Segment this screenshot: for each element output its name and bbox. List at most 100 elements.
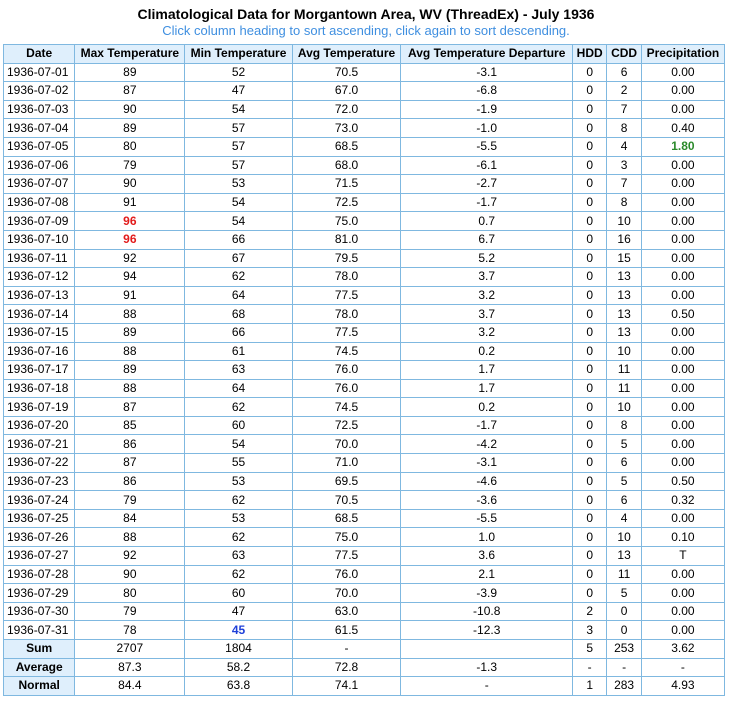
cell-avg-temperature-departure: 2.1 bbox=[400, 564, 573, 585]
table-row: 1936-07-17 89 63 76.0 1.7 0 11 0.00 bbox=[2, 360, 726, 380]
cell-precipitation: 0.32 bbox=[640, 490, 726, 510]
cell-precipitation: 0.00 bbox=[640, 564, 726, 585]
summary-label: Average bbox=[2, 657, 76, 678]
cell-min-temperature: 62 bbox=[184, 397, 293, 417]
cell-precipitation: 0.00 bbox=[640, 583, 726, 603]
cell-precipitation: 0.00 bbox=[640, 415, 726, 436]
cell-avg-temperature-departure: -5.5 bbox=[400, 136, 573, 157]
cell-precipitation: 0.00 bbox=[640, 360, 726, 380]
column-header-precipitation[interactable]: Precipitation bbox=[640, 44, 726, 64]
summary-cell-max-temperature: 87.3 bbox=[74, 657, 186, 678]
cell-hdd: 0 bbox=[571, 378, 608, 399]
table-row: 1936-07-31 78 45 61.5 -12.3 3 0 0.00 bbox=[2, 620, 726, 640]
cell-max-temperature: 88 bbox=[74, 378, 186, 399]
cell-cdd: 4 bbox=[606, 508, 642, 529]
column-header-date[interactable]: Date bbox=[2, 44, 76, 64]
cell-cdd: 15 bbox=[606, 248, 642, 269]
summary-cell-max-temperature: 2707 bbox=[74, 639, 186, 659]
cell-cdd: 7 bbox=[606, 99, 642, 120]
cell-date: 1936-07-05 bbox=[2, 136, 76, 157]
table-row: 1936-07-22 87 55 71.0 -3.1 0 6 0.00 bbox=[2, 453, 726, 473]
cell-max-temperature: 92 bbox=[74, 546, 186, 566]
table-row: 1936-07-14 88 68 78.0 3.7 0 13 0.50 bbox=[2, 304, 726, 324]
cell-min-temperature: 57 bbox=[184, 118, 293, 138]
cell-avg-temperature-departure: 3.2 bbox=[400, 322, 573, 343]
table-row: 1936-07-06 79 57 68.0 -6.1 0 3 0.00 bbox=[2, 155, 726, 176]
table-row: 1936-07-01 89 52 70.5 -3.1 0 6 0.00 bbox=[2, 62, 726, 83]
cell-min-temperature: 54 bbox=[184, 192, 293, 213]
cell-date: 1936-07-17 bbox=[2, 360, 76, 380]
cell-max-temperature: 78 bbox=[74, 620, 186, 640]
summary-body: Sum 2707 1804-5 253 3.62 Average 87.3 58.2 72.8-… bbox=[2, 639, 726, 696]
summary-cell-avg-temperature-departure bbox=[400, 639, 573, 659]
column-header-hdd[interactable]: HDD bbox=[571, 44, 608, 64]
cell-avg-temperature-departure: -1.7 bbox=[400, 192, 573, 213]
cell-avg-temperature: 77.5 bbox=[291, 546, 402, 566]
cell-date: 1936-07-18 bbox=[2, 378, 76, 399]
cell-date: 1936-07-16 bbox=[2, 341, 76, 362]
cell-hdd: 0 bbox=[571, 546, 608, 566]
cell-max-temperature: 89 bbox=[74, 62, 186, 83]
cell-precipitation: 0.00 bbox=[640, 285, 726, 306]
cell-avg-temperature: 68.5 bbox=[291, 136, 402, 157]
cell-cdd: 11 bbox=[606, 360, 642, 380]
cell-date: 1936-07-02 bbox=[2, 81, 76, 101]
cell-min-temperature: 63 bbox=[184, 360, 293, 380]
cell-precipitation: 0.00 bbox=[640, 322, 726, 343]
summary-cell-hdd: 1 bbox=[571, 676, 608, 696]
table-row: 1936-07-15 89 66 77.5 3.2 0 13 0.00 bbox=[2, 322, 726, 343]
table-row: 1936-07-20 85 60 72.5 -1.7 0 8 0.00 bbox=[2, 415, 726, 436]
column-header-avg-temperature[interactable]: Avg Temperature bbox=[291, 44, 402, 64]
cell-avg-temperature: 72.5 bbox=[291, 415, 402, 436]
cell-date: 1936-07-21 bbox=[2, 434, 76, 455]
cell-date: 1936-07-07 bbox=[2, 174, 76, 194]
summary-cell-avg-temperature: 74.1 bbox=[291, 676, 402, 696]
cell-cdd: 13 bbox=[606, 267, 642, 287]
cell-avg-temperature-departure: -1.7 bbox=[400, 415, 573, 436]
cell-hdd: 0 bbox=[571, 229, 608, 250]
cell-avg-temperature-departure: 3.6 bbox=[400, 546, 573, 566]
cell-hdd: 0 bbox=[571, 322, 608, 343]
summary-cell-min-temperature: 58.2 bbox=[184, 657, 293, 678]
cell-min-temperature: 53 bbox=[184, 508, 293, 529]
column-header-min-temperature[interactable]: Min Temperature bbox=[184, 44, 293, 64]
cell-avg-temperature: 70.0 bbox=[291, 583, 402, 603]
table-row: 1936-07-27 92 63 77.5 3.6 0 13 T bbox=[2, 546, 726, 566]
summary-cell-avg-temperature: 72.8 bbox=[291, 657, 402, 678]
table-row: 1936-07-07 90 53 71.5 -2.7 0 7 0.00 bbox=[2, 174, 726, 194]
column-header-cdd[interactable]: CDD bbox=[606, 44, 642, 64]
column-header-max-temperature[interactable]: Max Temperature bbox=[74, 44, 186, 64]
cell-max-temperature: 96 bbox=[74, 211, 186, 231]
cell-cdd: 5 bbox=[606, 434, 642, 455]
cell-cdd: 8 bbox=[606, 415, 642, 436]
cell-precipitation: 0.00 bbox=[640, 248, 726, 269]
table-row: 1936-07-30 79 47 63.0 -10.8 2 0 0.00 bbox=[2, 601, 726, 622]
cell-avg-temperature: 73.0 bbox=[291, 118, 402, 138]
cell-avg-temperature: 76.0 bbox=[291, 360, 402, 380]
cell-hdd: 0 bbox=[571, 564, 608, 585]
cell-max-temperature: 88 bbox=[74, 304, 186, 324]
cell-cdd: 10 bbox=[606, 211, 642, 231]
cell-avg-temperature: 70.0 bbox=[291, 434, 402, 455]
column-header-avg-temperature-departure[interactable]: Avg Temperature Departure bbox=[400, 44, 573, 64]
cell-precipitation: 0.00 bbox=[640, 99, 726, 120]
summary-label: Normal bbox=[2, 676, 76, 696]
cell-max-temperature: 84 bbox=[74, 508, 186, 529]
cell-hdd: 0 bbox=[571, 99, 608, 120]
cell-precipitation: T bbox=[640, 546, 726, 566]
cell-hdd: 0 bbox=[571, 397, 608, 417]
cell-hdd: 0 bbox=[571, 341, 608, 362]
cell-max-temperature: 79 bbox=[74, 155, 186, 176]
summary-cell-cdd: 253 bbox=[606, 639, 642, 659]
cell-min-temperature: 52 bbox=[184, 62, 293, 83]
table-row: 1936-07-16 88 61 74.5 0.2 0 10 0.00 bbox=[2, 341, 726, 362]
cell-avg-temperature-departure: -3.6 bbox=[400, 490, 573, 510]
cell-precipitation: 0.10 bbox=[640, 527, 726, 548]
cell-max-temperature: 85 bbox=[74, 415, 186, 436]
cell-max-temperature: 94 bbox=[74, 267, 186, 287]
cell-min-temperature: 64 bbox=[184, 285, 293, 306]
table-row: 1936-07-23 86 53 69.5 -4.6 0 5 0.50 bbox=[2, 471, 726, 492]
cell-cdd: 0 bbox=[606, 601, 642, 622]
cell-precipitation: 0.00 bbox=[640, 62, 726, 83]
summary-label: Sum bbox=[2, 639, 76, 659]
